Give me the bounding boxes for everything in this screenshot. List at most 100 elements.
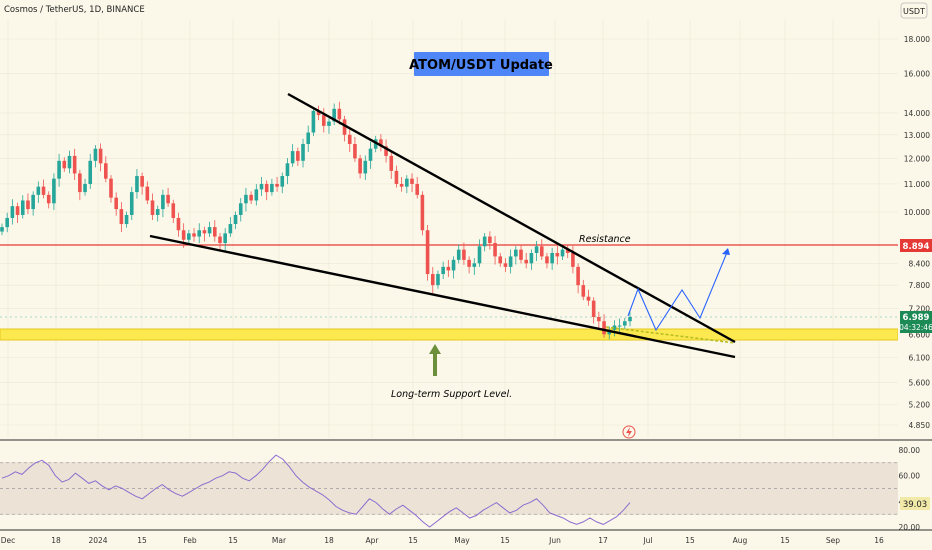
currency-badge[interactable]: USDT: [903, 7, 925, 16]
candle-body: [462, 249, 466, 260]
candle-body: [244, 194, 248, 204]
time-tick-label: 15: [137, 536, 147, 545]
rsi-tick-label: 20.00: [899, 523, 921, 532]
price-scale[interactable]: 18.000 16.000 14.000 13.000 12.000 11.000 10.0…: [904, 35, 930, 430]
candle-body: [405, 178, 409, 187]
candle-body: [5, 217, 9, 228]
candle-body: [223, 233, 227, 244]
lower-trendline[interactable]: [149, 234, 736, 359]
candle-body: [571, 253, 575, 267]
last-price-tag-bg: [900, 311, 932, 333]
support-band: [0, 328, 899, 341]
price-tick-label: 16.000: [904, 70, 930, 79]
candle-body: [150, 200, 155, 215]
time-tick-label: Jul: [642, 536, 652, 545]
candle-body: [187, 233, 191, 240]
candle-body: [394, 170, 399, 184]
projection-path[interactable]: [627, 249, 729, 332]
candle-body: [280, 176, 285, 187]
time-tick-label: Sep: [826, 536, 840, 545]
candle-body: [545, 256, 549, 264]
candle-body: [477, 246, 482, 264]
candle-body: [36, 186, 41, 195]
candle-body: [415, 183, 420, 195]
candle-body: [368, 148, 373, 161]
candle-body: [347, 134, 352, 144]
candle-body: [327, 121, 331, 126]
symbol-header[interactable]: Cosmos / TetherUS, 1D, BINANCE: [4, 5, 145, 15]
candle-body: [488, 236, 492, 244]
candle-body: [15, 206, 20, 215]
rsi-tick-label: 60.00: [899, 472, 921, 481]
rsi-tag: 39.03: [903, 500, 927, 510]
candle-body: [430, 274, 435, 286]
candle-body: [612, 325, 617, 330]
title-badge-bg: [414, 52, 549, 76]
support-dashed-trend: [605, 326, 736, 344]
candle-body: [140, 176, 144, 187]
candle-body: [62, 160, 67, 169]
time-tick-label: 18: [324, 536, 334, 545]
price-grid: [0, 20, 898, 438]
candle-body: [238, 203, 243, 215]
candle-body: [436, 274, 440, 286]
support-label: Long-term Support Level.: [391, 389, 512, 400]
price-tick-label: 5.600: [909, 379, 931, 388]
price-tick-label: 10.000: [904, 208, 930, 217]
candle-body: [20, 200, 25, 215]
candle-body: [129, 192, 134, 215]
candle-body: [218, 236, 222, 244]
time-tick-label: 2024: [88, 536, 107, 545]
candle-body: [519, 249, 523, 260]
candle-body: [565, 249, 570, 254]
resistance-price-tag-bg: [900, 239, 932, 252]
candle-body: [456, 249, 461, 260]
candle-body: [389, 155, 394, 171]
candle-body: [363, 160, 368, 174]
candle-body: [399, 183, 404, 187]
candles-group: [0, 101, 632, 340]
time-axis[interactable]: Dec 18 2024 15 Feb 15 Mar 18 Apr 15 May 15 Jun 17 Jul 1…: [1, 536, 884, 545]
candle-body: [306, 132, 311, 144]
candle-body: [88, 160, 93, 184]
candle-body: [617, 325, 622, 327]
candle-body: [353, 143, 357, 159]
upper-trendline[interactable]: [287, 92, 736, 344]
lightning-icon[interactable]: [622, 425, 636, 439]
candle-body: [197, 230, 202, 237]
candle-body: [233, 214, 238, 225]
rsi-band: [0, 462, 898, 515]
candle-body: [379, 139, 383, 147]
price-tick-label: 5.200: [909, 400, 931, 409]
candle-body: [467, 259, 471, 267]
candle-body: [524, 259, 528, 264]
candle-body: [420, 194, 425, 231]
time-tick-label: Jun: [548, 536, 561, 545]
candle-body: [259, 183, 264, 190]
time-tick-label: 16: [874, 536, 884, 545]
price-tick-label: 7.200: [909, 305, 931, 314]
candle-body: [114, 197, 118, 210]
candle-body: [508, 256, 513, 267]
candle-body: [290, 151, 295, 164]
candle-body: [270, 183, 274, 193]
resistance-price-tag: 8.894: [903, 242, 930, 252]
candle-body: [72, 155, 77, 174]
candle-body: [254, 189, 259, 201]
candle-body: [591, 300, 596, 317]
candle-body: [119, 209, 124, 225]
candle-body: [337, 108, 342, 120]
candle-body: [0, 227, 4, 232]
time-tick-label: 15: [500, 536, 510, 545]
candle-body: [31, 194, 35, 210]
projection-arrow-head: [722, 248, 730, 255]
price-tick-label: 7.800: [909, 281, 931, 290]
candle-body: [52, 178, 56, 204]
candle-body: [514, 249, 518, 257]
candle-body: [332, 108, 336, 122]
candle-body: [207, 227, 212, 234]
candle-body: [212, 227, 217, 237]
candle-body: [534, 246, 539, 254]
candle-body: [472, 263, 477, 267]
